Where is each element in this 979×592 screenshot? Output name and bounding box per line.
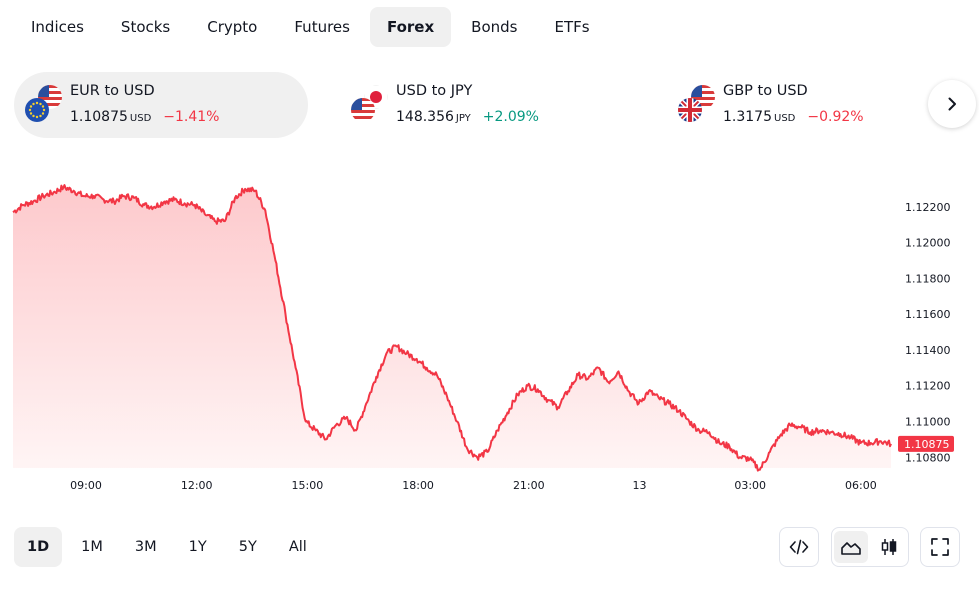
range-1y[interactable]: 1Y <box>188 539 207 555</box>
range-selector: 1D 1M 3M 1Y 5Y All <box>14 527 326 567</box>
x-tick-label: 03:00 <box>734 479 766 492</box>
quote-currency: USD <box>129 113 152 124</box>
y-tick-label: 1.11200 <box>905 380 951 393</box>
quote-values: 1.3175 USD −0.92% <box>723 109 864 125</box>
x-tick-label: 21:00 <box>513 479 545 492</box>
embed-code-button[interactable] <box>780 531 818 563</box>
next-quotes-button[interactable] <box>928 80 976 128</box>
y-tick-label: 1.11400 <box>905 344 951 357</box>
y-tick-label: 1.11800 <box>905 272 951 285</box>
code-icon <box>789 539 809 555</box>
last-price-label: 1.10875 <box>898 435 954 452</box>
y-tick-label: 1.10800 <box>905 451 951 464</box>
fullscreen-icon <box>931 538 949 556</box>
quote-change: +2.09% <box>482 109 539 125</box>
x-tick-label: 15:00 <box>292 479 324 492</box>
market-tabs: Indices Stocks Crypto Futures Forex Bond… <box>14 7 610 47</box>
quote-change: −0.92% <box>807 109 864 125</box>
x-axis: 09:00 12:00 15:00 18:00 21:00 13 03:00 06:00 <box>70 479 877 492</box>
chevron-right-icon <box>948 97 956 111</box>
last-price-badge <box>898 435 954 452</box>
x-tick-label: 18:00 <box>402 479 434 492</box>
quote-card-usd-jpy[interactable]: USD to JPY 148.356 JPY +2.09% <box>340 72 640 138</box>
y-tick-label: 1.11000 <box>905 415 951 428</box>
price-chart[interactable]: 1.12200 1.12000 1.11800 1.11600 1.11400 1.112… <box>0 160 979 500</box>
quote-card-eur-usd[interactable]: EUR to USD 1.10875 USD −1.41% <box>14 72 308 138</box>
quote-price: 148.356 <box>396 109 454 125</box>
x-tick-label: 13 <box>633 479 647 492</box>
tab-futures[interactable]: Futures <box>294 18 350 36</box>
eu-flag-icon <box>25 98 49 122</box>
price-area <box>13 185 891 471</box>
range-1m[interactable]: 1M <box>81 539 103 555</box>
quote-currency: JPY <box>455 113 471 124</box>
uk-flag-icon <box>678 98 702 122</box>
tab-bonds[interactable]: Bonds <box>471 18 518 36</box>
tab-indices[interactable]: Indices <box>31 18 84 36</box>
fullscreen-tool <box>920 527 960 567</box>
chart-style-toggle <box>831 527 909 567</box>
x-tick-label: 06:00 <box>845 479 877 492</box>
us-flag-icon <box>351 98 375 122</box>
range-3m[interactable]: 3M <box>134 539 157 555</box>
candlestick-icon <box>881 539 897 555</box>
fullscreen-button[interactable] <box>921 531 959 563</box>
quote-price: 1.10875 <box>70 109 128 125</box>
quote-values: 1.10875 USD −1.41% <box>70 109 220 125</box>
x-tick-label: 12:00 <box>181 479 213 492</box>
y-axis: 1.12200 1.12000 1.11800 1.11600 1.11400 1.112… <box>905 201 951 464</box>
candle-chart-button[interactable] <box>872 531 906 563</box>
range-all[interactable]: All <box>288 539 307 555</box>
range-5y[interactable]: 5Y <box>238 539 257 555</box>
y-tick-label: 1.12200 <box>905 201 951 214</box>
y-tick-label: 1.11600 <box>905 308 951 321</box>
area-chart-button[interactable] <box>834 531 868 563</box>
quote-currency: USD <box>774 113 796 124</box>
quote-change: −1.41% <box>163 109 220 125</box>
quote-values: 148.356 JPY +2.09% <box>396 109 539 125</box>
embed-tool <box>779 527 819 567</box>
range-1d[interactable]: 1D <box>14 527 63 567</box>
tab-forex[interactable]: Forex <box>369 7 452 47</box>
tab-etfs[interactable]: ETFs <box>554 18 590 36</box>
price-line <box>12 184 892 472</box>
quote-name: GBP to USD <box>723 83 808 99</box>
y-tick-label: 1.12000 <box>905 237 951 250</box>
quote-card-gbp-usd[interactable]: GBP to USD 1.3175 USD −0.92% <box>667 72 917 138</box>
tab-crypto[interactable]: Crypto <box>207 18 258 36</box>
area-chart-icon <box>841 542 861 555</box>
tab-stocks[interactable]: Stocks <box>120 18 171 36</box>
quote-name: EUR to USD <box>70 83 155 99</box>
quote-price: 1.3175 <box>723 109 772 125</box>
last-price-text: 1.10875 <box>904 438 950 451</box>
quote-name: USD to JPY <box>396 83 473 99</box>
x-tick-label: 09:00 <box>70 479 102 492</box>
